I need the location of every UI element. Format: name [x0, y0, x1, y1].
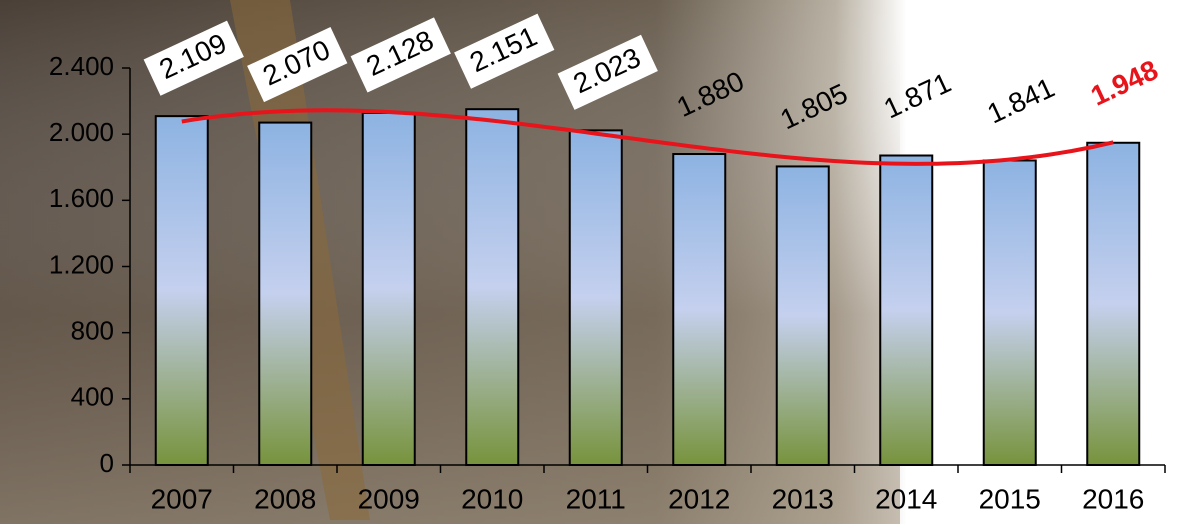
- bar: [568, 129, 623, 466]
- bar: [879, 154, 934, 467]
- value-label-box: [143, 20, 244, 96]
- y-tick-label: 0: [100, 448, 114, 478]
- value-label-box: [247, 27, 348, 103]
- x-tick-label: 2011: [566, 483, 626, 514]
- x-tick-label: 2012: [668, 483, 730, 514]
- x-tick-label: 2016: [1082, 483, 1144, 514]
- value-label-box: [350, 17, 451, 93]
- bar: [154, 115, 209, 466]
- x-tick-label: 2015: [979, 483, 1041, 514]
- bar: [361, 111, 416, 466]
- y-tick-label: 1.200: [49, 249, 114, 279]
- background-shade: [0, 0, 900, 524]
- y-tick-label: 800: [71, 316, 114, 346]
- x-tick-label: 2014: [875, 483, 937, 514]
- value-label-box: [557, 34, 658, 110]
- x-tick-label: 2013: [772, 483, 834, 514]
- bar: [465, 108, 520, 466]
- x-tick-label: 2007: [151, 483, 213, 514]
- value-label-box: [454, 13, 555, 89]
- y-tick-label: 1.600: [49, 183, 114, 213]
- x-tick-label: 2009: [358, 483, 420, 514]
- bar: [775, 165, 830, 466]
- y-tick-label: 2.400: [49, 51, 114, 81]
- bar: [1086, 141, 1141, 466]
- bar: [672, 153, 727, 466]
- x-tick-label: 2010: [461, 483, 523, 514]
- y-tick-label: 400: [71, 382, 114, 412]
- trend-line: [181, 108, 1114, 166]
- bar: [982, 159, 1037, 466]
- y-tick-label: 2.000: [49, 117, 114, 147]
- bar: [258, 121, 313, 467]
- x-tick-label: 2008: [254, 483, 316, 514]
